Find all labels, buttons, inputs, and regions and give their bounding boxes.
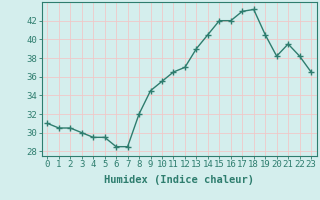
X-axis label: Humidex (Indice chaleur): Humidex (Indice chaleur): [104, 175, 254, 185]
